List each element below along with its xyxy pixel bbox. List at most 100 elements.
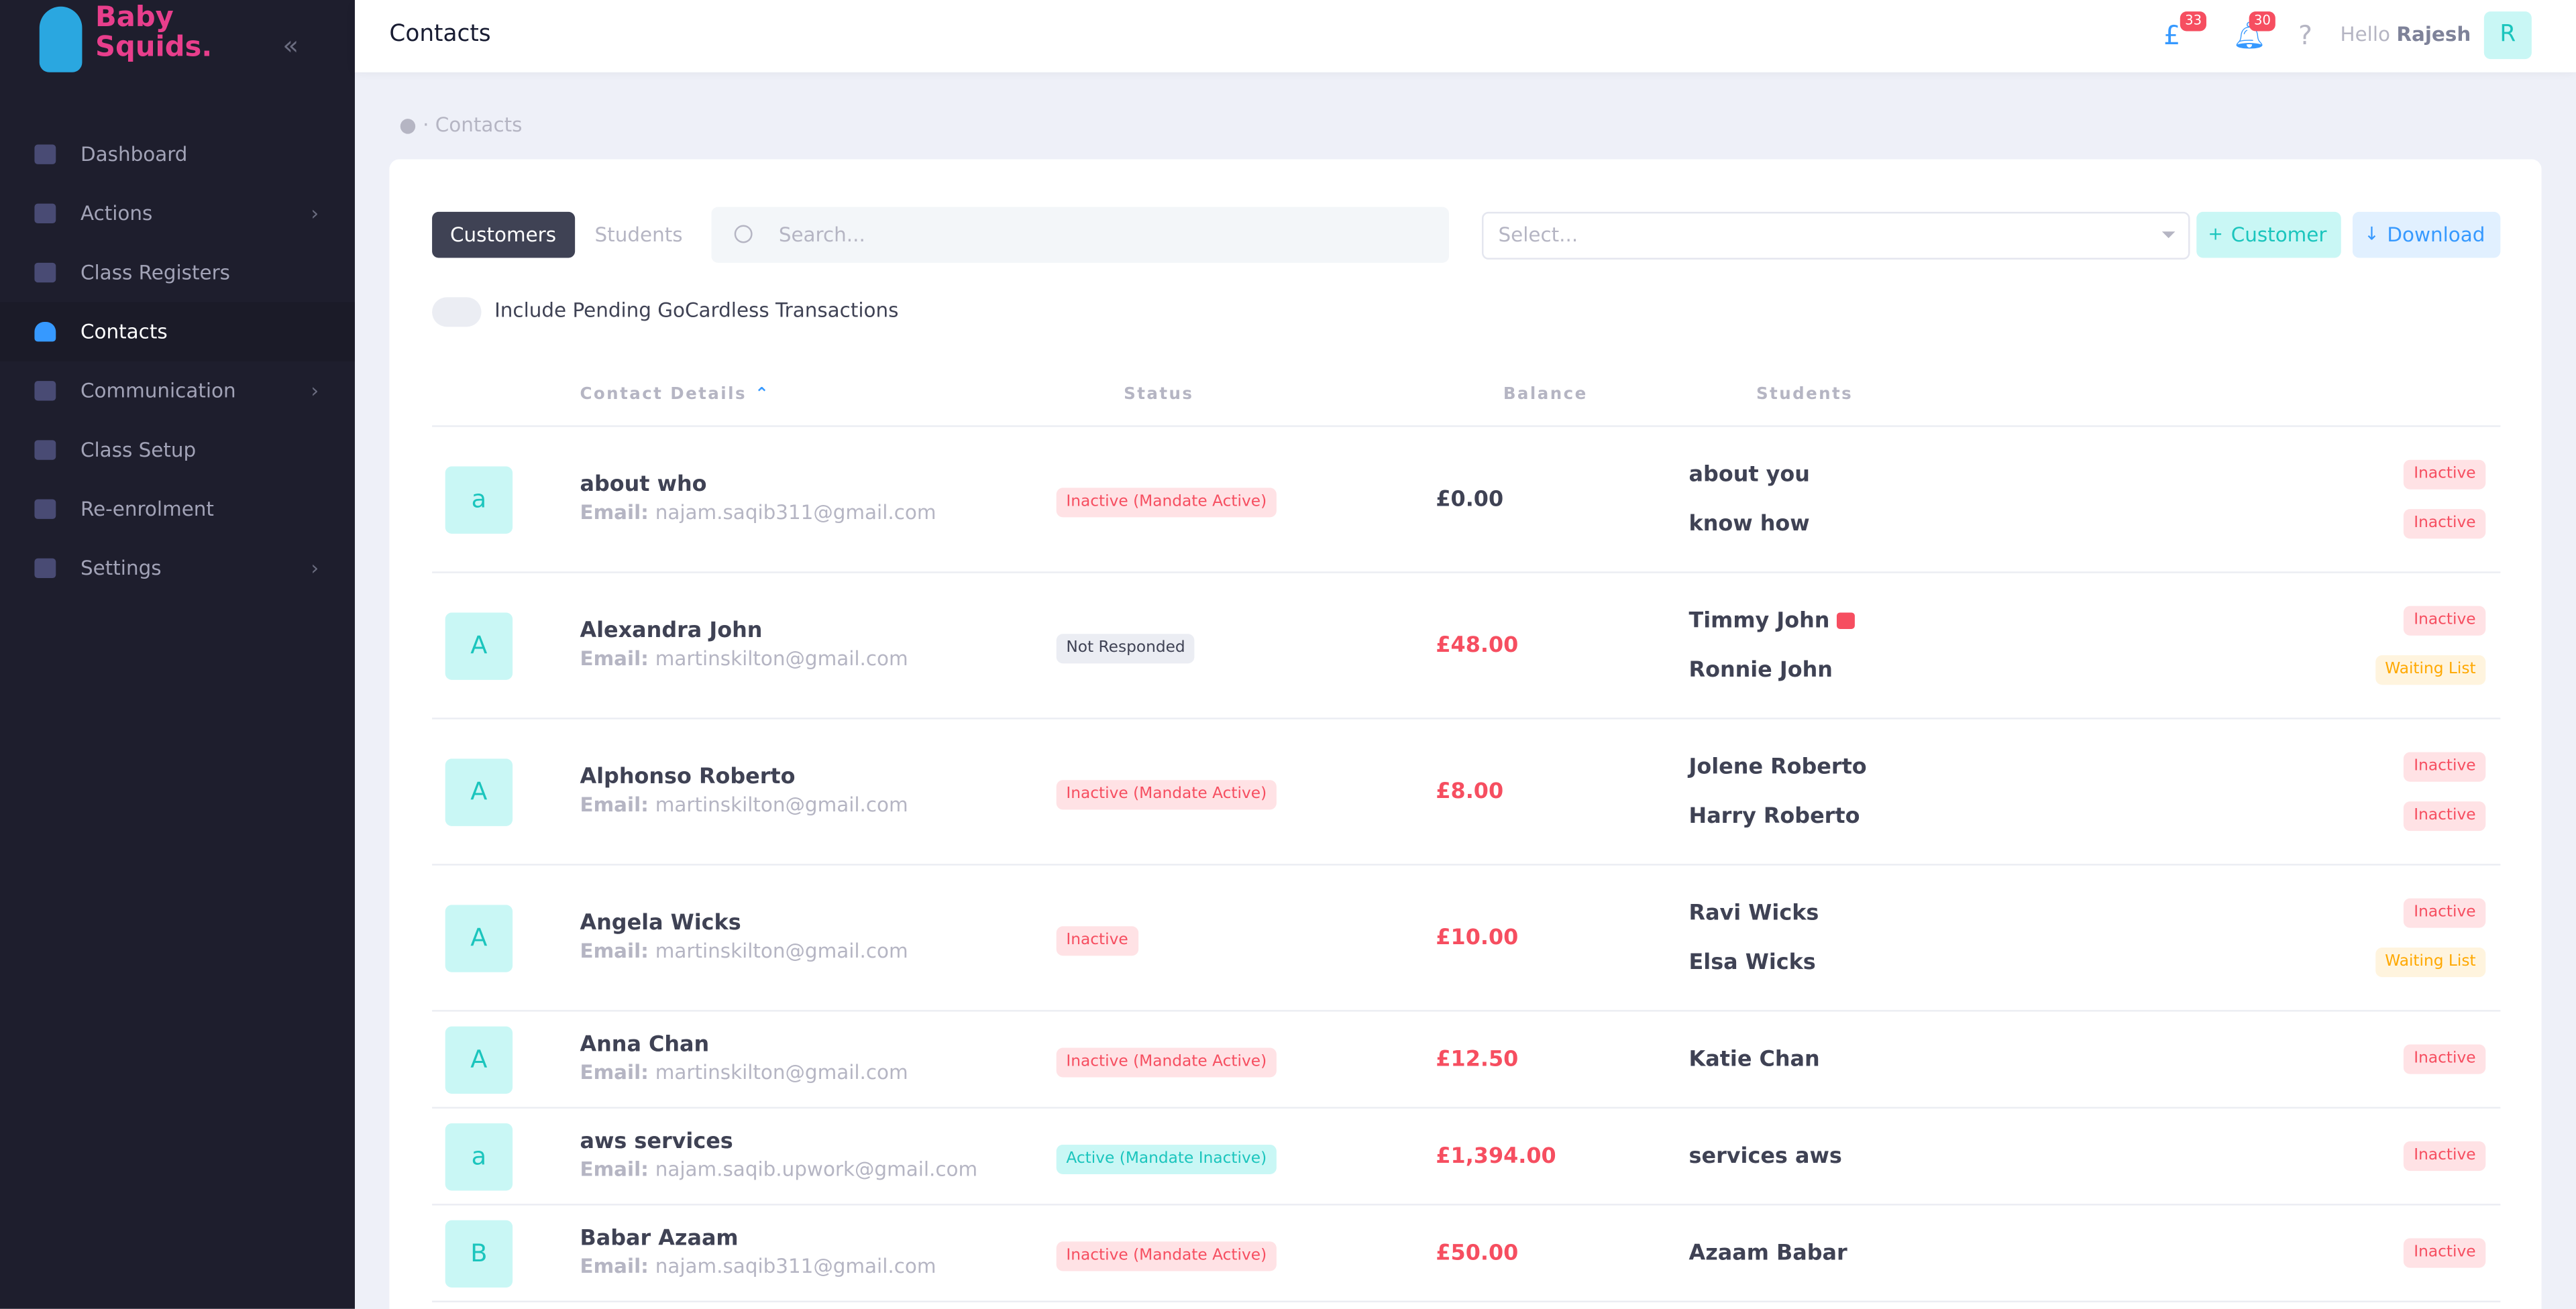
nav-item[interactable]: Contacts: [0, 302, 355, 361]
email-label: Email:: [580, 938, 649, 962]
student-name[interactable]: Harry Roberto: [1689, 804, 1860, 829]
email: najam.saqib.upwork@gmail.com: [655, 1157, 978, 1180]
contact: Babar Azaam Email: najam.saqib311@gmail.co…: [580, 1226, 1056, 1280]
student-name[interactable]: services aws: [1689, 1144, 1842, 1169]
nav-item[interactable]: Class Registers: [0, 243, 355, 302]
column-header[interactable]: Contact Details: [580, 386, 770, 404]
student-name[interactable]: about you: [1689, 462, 1810, 487]
student-status: Inactive: [2404, 752, 2486, 782]
status-badge: Active (Mandate Inactive): [1056, 1144, 1277, 1175]
user-name: Rajesh: [2396, 23, 2471, 46]
nav-item[interactable]: Class Setup: [0, 420, 355, 479]
student-status: Inactive: [2404, 459, 2486, 490]
student-name[interactable]: Elsa Wicks: [1689, 950, 1816, 975]
email: martinskilton@gmail.com: [655, 938, 908, 962]
contact-name[interactable]: Alexandra John: [580, 618, 763, 643]
email: najam.saqib311@gmail.com: [655, 500, 936, 524]
status-cell: Inactive (Mandate Active): [1056, 481, 1436, 518]
student-name[interactable]: Timmy John: [1689, 608, 1855, 633]
student: about you Inactive: [1689, 450, 2501, 499]
search-input[interactable]: Search...: [711, 207, 1450, 263]
contact: aws services Email: najam.saqib.upwork@gma…: [580, 1129, 1056, 1184]
avatar: B: [445, 1219, 513, 1287]
student-status: Waiting List: [2375, 655, 2486, 685]
contact: Alphonso Roberto Email: martinskilton@gmai…: [580, 764, 1056, 819]
student-name-text: Azaam Babar: [1688, 1241, 1847, 1265]
select[interactable]: Select...: [1481, 211, 2190, 260]
email-label: Email:: [580, 1060, 649, 1084]
table-row[interactable]: A Alphonso Roberto Email: martinskilton@gma…: [432, 720, 2501, 866]
collapse-button[interactable]: «: [282, 30, 299, 61]
nav: DashboardActionsClass RegistersContactsC…: [0, 125, 355, 597]
status-cell: Active (Mandate Inactive): [1056, 1138, 1436, 1175]
status-cell: Inactive (Mandate Active): [1056, 1041, 1436, 1078]
student-name[interactable]: know how: [1689, 512, 1810, 536]
balance: £8.00: [1436, 779, 1504, 804]
contact-name[interactable]: Babar Azaam: [580, 1226, 739, 1251]
tab[interactable]: Students: [594, 223, 683, 247]
payments-icon[interactable]: £33: [2163, 11, 2207, 51]
nav-item[interactable]: Actions: [0, 184, 355, 243]
balance: £12.50: [1436, 1047, 1519, 1072]
column-header: Status: [1124, 386, 1194, 404]
students-cell: Timmy John Inactive Ronnie John Waiting Lis…: [1689, 596, 2501, 695]
nav-item[interactable]: Settings: [0, 538, 355, 597]
notifications-icon[interactable]: 🔔︎ 30: [2233, 11, 2276, 51]
contact-name[interactable]: Anna Chan: [580, 1032, 710, 1057]
student-name[interactable]: Katie Chan: [1689, 1047, 1820, 1072]
status-badge: Not Responded: [1056, 634, 1195, 664]
student: Ronnie John Waiting List: [1689, 645, 2501, 694]
breadcrumb-item[interactable]: Contacts: [435, 113, 523, 137]
toggle[interactable]: [432, 297, 482, 327]
contact: Anna Chan Email: martinskilton@gmail.com: [580, 1032, 1056, 1086]
help-icon[interactable]: ?: [2298, 19, 2312, 51]
contact-name[interactable]: about who: [580, 472, 707, 497]
student-name-text: Katie Chan: [1688, 1047, 1820, 1072]
badge: 30: [2249, 11, 2276, 32]
user-avatar[interactable]: R: [2483, 11, 2532, 60]
tab[interactable]: Customers: [432, 211, 575, 258]
table-row[interactable]: A Angela Wicks Email: martinskilton@gmail.c…: [432, 866, 2501, 1012]
download-button[interactable]: Download: [2352, 211, 2500, 258]
email-label: Email:: [580, 646, 649, 669]
contact-email: Email: najam.saqib311@gmail.com: [580, 498, 936, 526]
contact-name[interactable]: Alphonso Roberto: [580, 764, 796, 789]
nav-item[interactable]: Re-enrolment: [0, 479, 355, 538]
student-name-text: Timmy John: [1688, 608, 1830, 634]
contact: Angela Wicks Email: martinskilton@gmail.co…: [580, 911, 1056, 965]
contact-email: Email: najam.saqib311@gmail.com: [580, 1252, 936, 1280]
contact: about who Email: najam.saqib311@gmail.com: [580, 472, 1056, 526]
student: Azaam Babar Inactive: [1689, 1229, 2501, 1277]
table-row[interactable]: A Anna Chan Email: martinskilton@gmail.com I…: [432, 1012, 2501, 1109]
student-name[interactable]: Azaam Babar: [1689, 1241, 1847, 1265]
status-badge: Inactive (Mandate Active): [1056, 1241, 1277, 1271]
student-status: Inactive: [2404, 509, 2486, 539]
student-status: Inactive: [2404, 606, 2486, 636]
nav-item[interactable]: Dashboard: [0, 125, 355, 184]
students-cell: Katie Chan Inactive: [1689, 1035, 2501, 1084]
table-row[interactable]: a aws services Email: najam.saqib.upwork@gm…: [432, 1108, 2501, 1206]
balance: £10.00: [1436, 925, 1519, 950]
contact-name[interactable]: Angela Wicks: [580, 910, 741, 935]
column-header: Students: [1756, 386, 1854, 404]
email: najam.saqib311@gmail.com: [655, 1253, 936, 1277]
email-label: Email:: [580, 500, 649, 524]
status-badge: Inactive (Mandate Active): [1056, 780, 1277, 810]
card: Customers Students Search... Select... C…: [389, 159, 2542, 1309]
medical-icon: [1836, 612, 1855, 628]
contact-name[interactable]: aws services: [580, 1129, 733, 1154]
table-row[interactable]: A Alexandra John Email: martinskilton@gmail…: [432, 573, 2501, 720]
customer-button[interactable]: Customer: [2196, 211, 2342, 258]
student-name[interactable]: Jolene Roberto: [1689, 754, 1867, 779]
table-row[interactable]: a about who Email: najam.saqib311@gmail.com…: [432, 427, 2501, 573]
student-name[interactable]: Ronnie John: [1689, 658, 1833, 683]
logo[interactable]: Baby Squids.: [39, 3, 212, 72]
student-name-text: Harry Roberto: [1688, 803, 1860, 829]
student-name[interactable]: Ravi Wicks: [1689, 901, 1819, 925]
nav-item[interactable]: Communication: [0, 361, 355, 420]
contact-email: Email: martinskilton@gmail.com: [580, 937, 924, 965]
avatar: A: [445, 612, 513, 679]
students-cell: about you Inactive know how Inactive: [1689, 450, 2501, 549]
table-row[interactable]: B Babar Azaam Email: najam.saqib311@gmail.c…: [432, 1206, 2501, 1303]
